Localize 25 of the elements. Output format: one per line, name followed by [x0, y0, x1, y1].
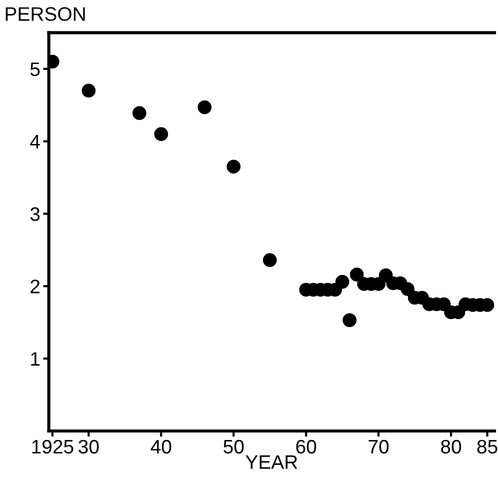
x-tick-label: 80 — [441, 440, 462, 454]
y-tick-label: 2 — [30, 280, 40, 294]
x-tick-label: 85 — [477, 440, 498, 454]
point — [350, 268, 364, 282]
x-tick-label: 70 — [368, 440, 389, 454]
point — [400, 282, 414, 296]
x-tick-label: 30 — [78, 440, 99, 454]
y-tick-label: 4 — [30, 134, 40, 148]
point — [132, 106, 146, 120]
y-axis-title: PERSON — [6, 7, 85, 21]
point — [262, 253, 277, 267]
y-tick-label: 1 — [31, 352, 40, 366]
y-tick-label: 3 — [30, 207, 40, 221]
point — [198, 100, 212, 114]
point — [82, 84, 96, 98]
point — [335, 274, 350, 289]
x-tick-label: 50 — [224, 440, 244, 454]
point — [226, 160, 241, 174]
x-axis-title: YEAR — [246, 455, 298, 469]
point — [154, 127, 168, 141]
point — [342, 313, 356, 328]
x-tick-label: 1925 — [32, 440, 74, 454]
x-tick-label: 60 — [296, 440, 316, 454]
y-tick-label: 5 — [30, 62, 40, 76]
x-tick-label: 40 — [150, 440, 172, 454]
